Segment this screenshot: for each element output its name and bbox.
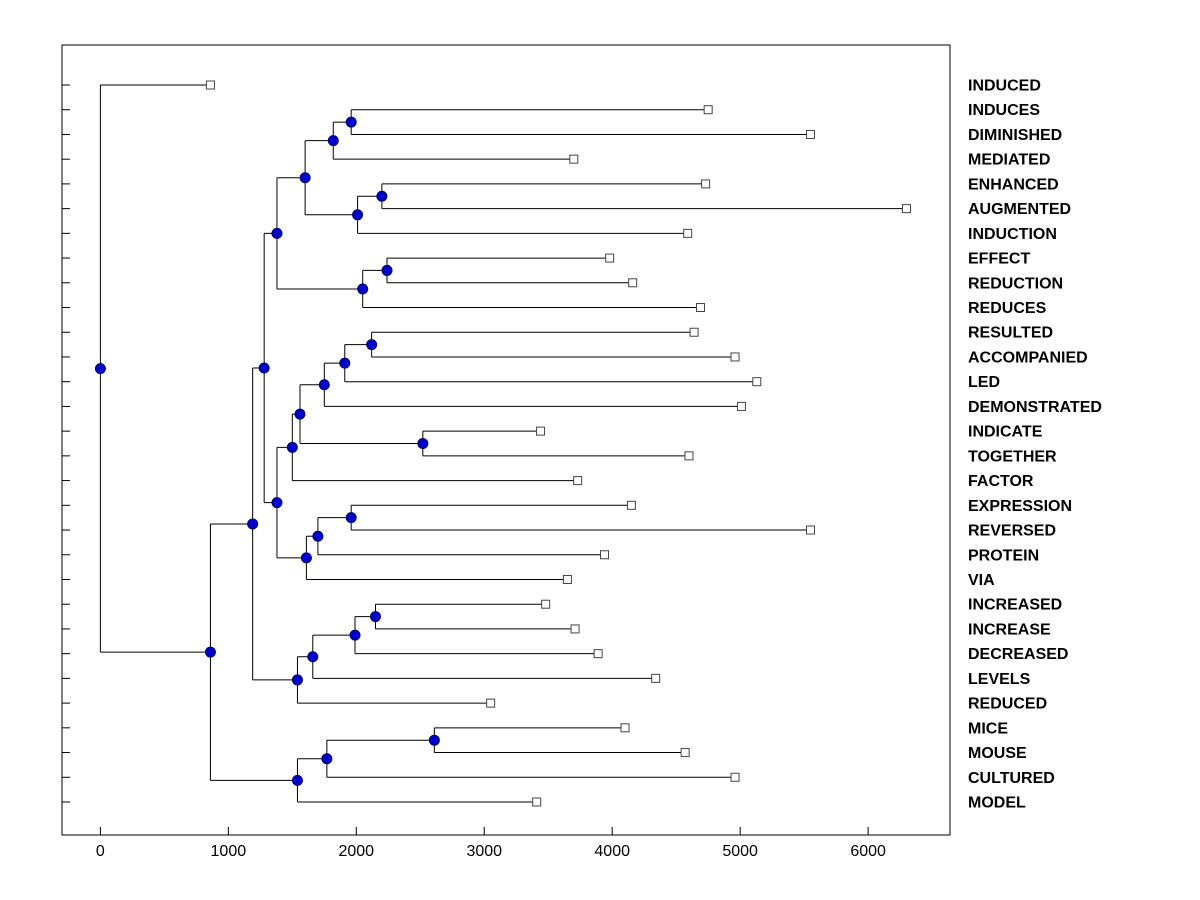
leaf-label: MEDIATED [968, 152, 1050, 169]
cluster-node-dot [357, 283, 369, 295]
leaf-label: AUGMENTED [968, 201, 1071, 218]
cluster-node-dot [339, 357, 351, 369]
leaf-marker-square [701, 179, 711, 189]
leaf-marker-square [600, 550, 610, 560]
leaf-marker-square [752, 377, 762, 387]
leaf-marker-square [536, 426, 546, 436]
leaf-label: DIMINISHED [968, 127, 1062, 144]
leaf-marker-square [620, 723, 630, 733]
x-axis-tick-label: 5000 [722, 843, 758, 860]
leaf-marker-square [486, 698, 496, 708]
x-axis-tick-label: 3000 [466, 843, 502, 860]
leaf-label: REDUCED [968, 696, 1047, 713]
leaf-label: REVERSED [968, 523, 1056, 540]
leaf-label: INCREASED [968, 597, 1062, 614]
cluster-node-dot [345, 512, 357, 524]
leaf-label: PROTEIN [968, 547, 1039, 564]
cluster-node-dot [271, 227, 283, 239]
cluster-node-dot [271, 497, 283, 509]
plot-border [61, 44, 951, 836]
cluster-node-dot [349, 629, 361, 641]
cluster-node-dot [94, 363, 106, 375]
leaf-marker-square [680, 748, 690, 758]
cluster-node-dot [321, 753, 333, 765]
leaf-label: INDUCES [968, 102, 1040, 119]
leaf-label: MODEL [968, 795, 1026, 812]
leaf-label: FACTOR [968, 473, 1034, 490]
x-axis-tick-label: 2000 [338, 843, 374, 860]
leaf-marker-square [605, 253, 615, 263]
cluster-node-dot [247, 518, 259, 530]
leaf-label: LED [968, 374, 1000, 391]
cluster-node-dot [294, 408, 306, 420]
cluster-node-dot [291, 774, 303, 786]
leaf-label: LEVELS [968, 671, 1031, 688]
x-axis-tick-label: 1000 [211, 843, 247, 860]
leaf-marker-square [689, 327, 699, 337]
leaf-marker-square [695, 303, 705, 313]
leaf-label: INCREASE [968, 621, 1051, 638]
cluster-node-dot [327, 135, 339, 147]
leaf-label: INDUCTION [968, 226, 1057, 243]
leaf-label: INDUCED [968, 78, 1041, 95]
cluster-node-dot [300, 552, 312, 564]
leaf-label: EFFECT [968, 251, 1030, 268]
leaf-marker-square [532, 797, 542, 807]
cluster-node-dot [307, 651, 319, 663]
cluster-node-dot [286, 441, 298, 453]
cluster-node-dot [352, 209, 364, 221]
leaf-label: REDUCES [968, 300, 1047, 317]
cluster-node-dot [345, 116, 357, 128]
leaf-marker-square [651, 673, 661, 683]
leaf-marker-square [541, 599, 551, 609]
leaf-marker-square [703, 105, 713, 115]
leaf-marker-square [626, 500, 636, 510]
leaf-marker-square [573, 476, 583, 486]
cluster-node-dot [369, 611, 381, 623]
leaf-marker-square [736, 401, 746, 411]
leaf-label: ACCOMPANIED [968, 349, 1088, 366]
leaf-label: VIA [968, 572, 995, 589]
leaf-label: REDUCTION [968, 275, 1063, 292]
leaf-marker-square [806, 525, 816, 535]
cluster-node-dot [318, 379, 330, 391]
leaf-marker-square [730, 352, 740, 362]
cluster-node-dot [366, 339, 378, 351]
cluster-node-dot [291, 674, 303, 686]
leaf-marker-square [593, 649, 603, 659]
cluster-node-dot [258, 362, 270, 374]
x-axis-tick-label: 6000 [850, 843, 886, 860]
cluster-node-dot [299, 172, 311, 184]
x-axis-tick-label: 4000 [594, 843, 630, 860]
leaf-label: MOUSE [968, 745, 1027, 762]
leaf-marker-square [901, 204, 911, 214]
cluster-node-dot [312, 530, 324, 542]
leaf-marker-square [570, 624, 580, 634]
leaf-label: CULTURED [968, 770, 1055, 787]
leaf-label: RESULTED [968, 325, 1053, 342]
x-axis-tick-label: 0 [96, 843, 105, 860]
leaf-marker-square [730, 772, 740, 782]
leaf-label: TOGETHER [968, 448, 1057, 465]
leaf-marker-square [205, 80, 215, 90]
leaf-marker-square [684, 451, 694, 461]
cluster-node-dot [428, 734, 440, 746]
leaf-marker-square [683, 228, 693, 238]
leaf-label: ENHANCED [968, 176, 1059, 193]
leaf-marker-square [628, 278, 638, 288]
leaf-label: DECREASED [968, 646, 1068, 663]
leaf-label: EXPRESSION [968, 498, 1072, 515]
leaf-label: MICE [968, 720, 1008, 737]
leaf-marker-square [562, 574, 572, 584]
cluster-node-dot [376, 190, 388, 202]
leaf-label: DEMONSTRATED [968, 399, 1102, 416]
leaf-marker-square [569, 154, 579, 164]
leaf-label: INDICATE [968, 424, 1043, 441]
cluster-node-dot [417, 438, 429, 449]
leaf-marker-square [806, 129, 816, 139]
cluster-node-dot [381, 264, 393, 276]
cluster-node-dot [204, 646, 216, 658]
